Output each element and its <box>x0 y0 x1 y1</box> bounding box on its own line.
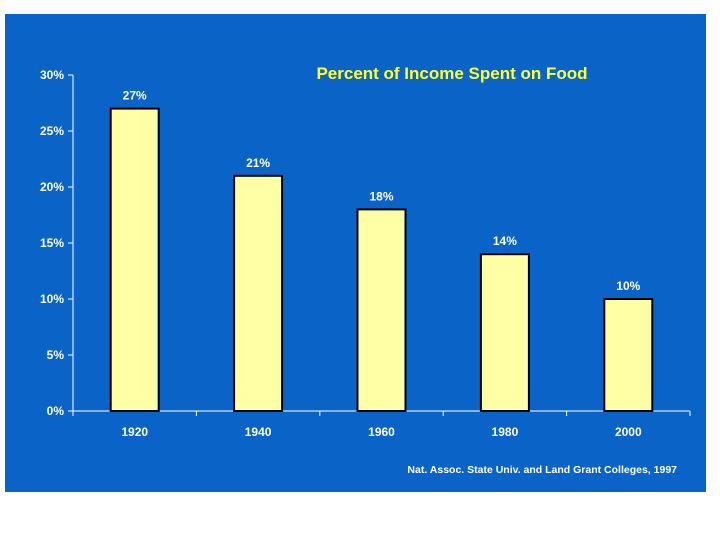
bar-1940 <box>233 174 284 412</box>
x-tick-label-1940: 1940 <box>245 425 272 439</box>
source-note: Nat. Assoc. State Univ. and Land Grant C… <box>407 464 677 476</box>
y-tick-label: 30% <box>40 68 64 82</box>
y-tick-label: 10% <box>40 292 64 306</box>
x-axis: 1920 1940 1960 1980 2000 <box>72 410 691 439</box>
bar-1980 <box>479 253 530 412</box>
data-label-2000: 10% <box>616 279 640 293</box>
y-tick-label: 5% <box>47 348 65 362</box>
y-tick-label: 15% <box>40 236 64 250</box>
x-tick-label-2000: 2000 <box>615 425 642 439</box>
bars <box>109 107 654 412</box>
bar-2000 <box>603 298 654 412</box>
data-labels: 27% 21% 18% 14% 10% <box>123 89 641 293</box>
y-tick-label: 25% <box>40 124 64 138</box>
bar-1960 <box>356 208 407 412</box>
data-label-1940: 21% <box>246 156 270 170</box>
bar-1920 <box>109 107 160 412</box>
x-tick-label-1920: 1920 <box>121 425 148 439</box>
x-tick-label-1980: 1980 <box>492 425 519 439</box>
x-tick-label-1960: 1960 <box>368 425 395 439</box>
data-label-1980: 14% <box>493 234 517 248</box>
chart-title: Percent of Income Spent on Food <box>316 64 587 83</box>
y-tick-label: 0% <box>47 404 65 418</box>
data-label-1960: 18% <box>369 189 393 203</box>
data-label-1920: 27% <box>123 89 147 103</box>
y-tick-label: 20% <box>40 180 64 194</box>
y-axis: 0% 5% 10% 15% 20% 25% 30% <box>40 68 74 418</box>
bar-chart: 0% 5% 10% 15% 20% 25% 30% 1920 1940 1960 1980 2000… <box>40 64 691 476</box>
chart-panel: 0% 5% 10% 15% 20% 25% 30% 1920 1940 1960 1980 2000… <box>5 14 706 492</box>
